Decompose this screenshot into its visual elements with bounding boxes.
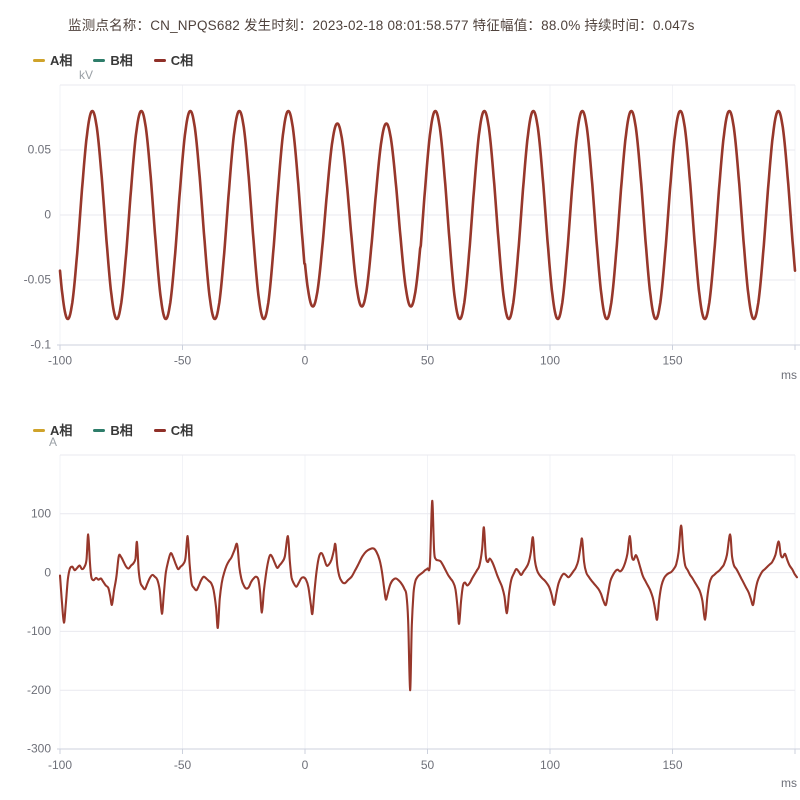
phase-a-label: A相 [50, 423, 73, 438]
axis-label: 0 [44, 208, 51, 222]
axis-label: 50 [421, 354, 435, 368]
axis-label: 150 [662, 758, 682, 772]
phase-b-line-icon [93, 58, 106, 63]
axis-label: 100 [540, 354, 560, 368]
axis-label: -200 [27, 683, 51, 697]
phase-b-label: B相 [110, 423, 133, 438]
axis-label: 0.05 [28, 143, 52, 157]
legend-item-phase-c[interactable]: C相 [153, 423, 194, 438]
legend-item-phase-b[interactable]: B相 [93, 423, 133, 438]
phase-c-label: C相 [170, 53, 194, 68]
axis-label: ms [781, 368, 797, 382]
axis-label: -50 [174, 354, 192, 368]
current-unit-label: A [49, 435, 58, 449]
phase-a-label: A相 [50, 53, 73, 68]
phase-c-line-icon [153, 428, 166, 433]
axis-label: -0.1 [30, 338, 51, 352]
phase-a-line-icon [33, 428, 45, 433]
phase-b-line-icon [93, 428, 106, 433]
phase-c-line-icon [153, 58, 166, 63]
axis-label: 100 [540, 758, 560, 772]
phase-b-label: B相 [110, 53, 133, 68]
axis-label: 0 [302, 354, 309, 368]
axis-label: -300 [27, 742, 51, 756]
voltage-waveform-series-line [58, 109, 797, 321]
voltage-unit-label: kV [79, 68, 94, 82]
current-waveform-series-line [58, 499, 799, 692]
axis-label: -50 [174, 758, 192, 772]
current-chart[interactable]: -100 -50 0 50 100 150 ms 100 0 -100 -200 -300 [0, 420, 800, 800]
axis-label: 150 [662, 354, 682, 368]
axis-label: 0 [44, 565, 51, 579]
legend-item-phase-a[interactable]: A相 [33, 424, 72, 437]
axis-label: 100 [31, 506, 51, 520]
axis-label: -100 [48, 758, 72, 772]
page-title: 监测点名称：CN_NPQS682 发生时刻：2023-02-18 08:01:5… [68, 18, 695, 33]
voltage-legend: A相 B相 C相 [33, 54, 193, 67]
axis-label: 50 [421, 758, 435, 772]
axis-label: -0.05 [24, 273, 52, 287]
legend-item-phase-b[interactable]: B相 [93, 53, 133, 68]
phase-c-label: C相 [170, 423, 194, 438]
phase-a-line-icon [33, 58, 45, 63]
voltage-chart[interactable]: -100 -50 0 50 100 150 ms 0.05 0 -0.05 -0.1 [0, 80, 800, 410]
legend-item-phase-a[interactable]: A相 [33, 54, 72, 67]
axis-label: -100 [27, 624, 51, 638]
axis-label: ms [781, 776, 797, 790]
axis-label: -100 [48, 354, 72, 368]
axis-label: 0 [302, 758, 309, 772]
legend-item-phase-c[interactable]: C相 [153, 53, 194, 68]
current-legend: A相 B相 C相 [33, 424, 193, 437]
